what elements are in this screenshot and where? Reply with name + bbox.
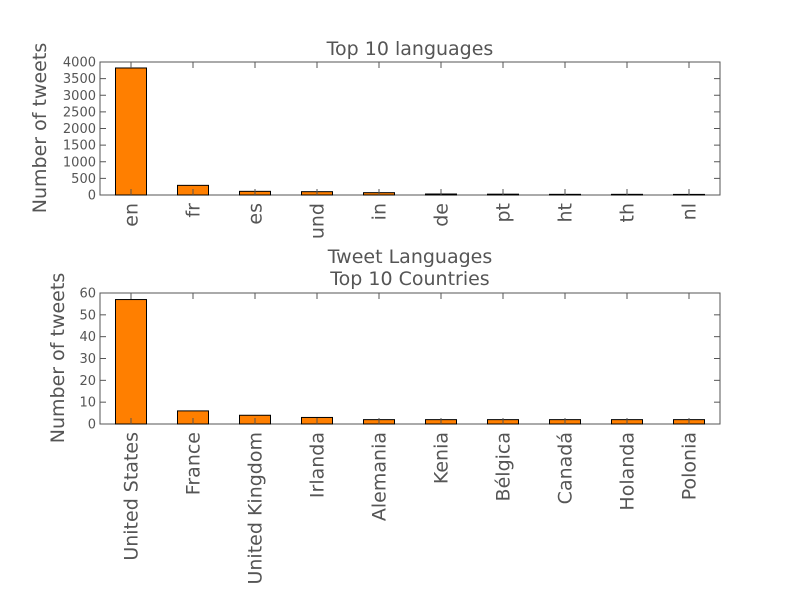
languages-plot-frame bbox=[99, 61, 721, 196]
languages-bars bbox=[115, 67, 705, 196]
languages-x-tick-label: de bbox=[431, 203, 453, 227]
languages-y-tick-label: 500 bbox=[71, 172, 96, 187]
countries-x-ticks: United States France United Kingdom Irlanda… bbox=[121, 293, 701, 585]
languages-x-tick-label: th bbox=[617, 203, 639, 223]
languages-y-tick-label: 2000 bbox=[63, 122, 96, 137]
countries-x-tick-label: Polonia bbox=[679, 432, 701, 500]
languages-x-tick-label: pt bbox=[493, 203, 515, 223]
languages-y-tick-label: 2500 bbox=[63, 105, 96, 120]
countries-x-tick-label: Bélgica bbox=[493, 432, 515, 501]
languages-bar-0 bbox=[115, 67, 147, 196]
languages-x-tick-label: nl bbox=[679, 203, 701, 220]
countries-y-tick-label: 10 bbox=[79, 396, 96, 411]
languages-y-tick-label: 0 bbox=[88, 189, 96, 204]
languages-x-tick-label: in bbox=[369, 203, 391, 220]
languages-y-tick-label: 1000 bbox=[63, 155, 96, 170]
countries-x-tick-label: United States bbox=[121, 432, 143, 561]
countries-x-tick-label: France bbox=[183, 432, 205, 495]
languages-x-tick-label: en bbox=[121, 203, 143, 227]
languages-x-tick-label: und bbox=[307, 203, 329, 239]
countries-x-tick-label: Canadá bbox=[555, 432, 577, 504]
countries-bars bbox=[115, 299, 705, 425]
countries-x-tick-label: Irlanda bbox=[307, 432, 329, 498]
countries-y-tick-label: 40 bbox=[79, 330, 96, 345]
languages-x-tick-label: ht bbox=[555, 203, 577, 223]
countries-y-tick-label: 30 bbox=[79, 352, 96, 367]
languages-x-tick-label: es bbox=[245, 203, 267, 225]
countries-plot-frame bbox=[99, 292, 721, 425]
countries-y-ticks: 0 10 20 30 40 50 60 bbox=[79, 287, 720, 433]
languages-y-tick-label: 1500 bbox=[63, 139, 96, 154]
countries-chart-title: Top 10 Countries bbox=[329, 268, 489, 290]
languages-chart: Top 10 languages Number of tweets 0 500 10… bbox=[29, 38, 721, 268]
languages-y-tick-label: 3000 bbox=[63, 89, 96, 104]
countries-y-tick-label: 60 bbox=[79, 287, 96, 302]
countries-bar-0 bbox=[115, 299, 147, 425]
countries-chart: Top 10 Countries Number of tweets 0 10 20 3… bbox=[47, 268, 721, 585]
languages-x-axis-label: Tweet Languages bbox=[327, 246, 493, 268]
countries-y-axis-label: Number of tweets bbox=[47, 273, 69, 443]
countries-x-tick-label: Alemania bbox=[369, 432, 391, 521]
countries-y-tick-label: 0 bbox=[88, 418, 96, 433]
countries-y-tick-label: 20 bbox=[79, 374, 96, 389]
languages-chart-title: Top 10 languages bbox=[326, 38, 494, 60]
languages-y-tick-label: 4000 bbox=[63, 56, 96, 71]
countries-x-tick-label: Kenia bbox=[431, 432, 453, 484]
languages-x-tick-label: fr bbox=[183, 203, 205, 218]
languages-y-tick-label: 3500 bbox=[63, 72, 96, 87]
languages-y-axis-label: Number of tweets bbox=[29, 43, 51, 213]
languages-x-ticks: en fr es und in de pt ht th nl bbox=[121, 62, 701, 239]
countries-x-tick-label: United Kingdom bbox=[245, 432, 267, 585]
countries-y-tick-label: 50 bbox=[79, 308, 96, 323]
countries-x-tick-label: Holanda bbox=[617, 432, 639, 511]
